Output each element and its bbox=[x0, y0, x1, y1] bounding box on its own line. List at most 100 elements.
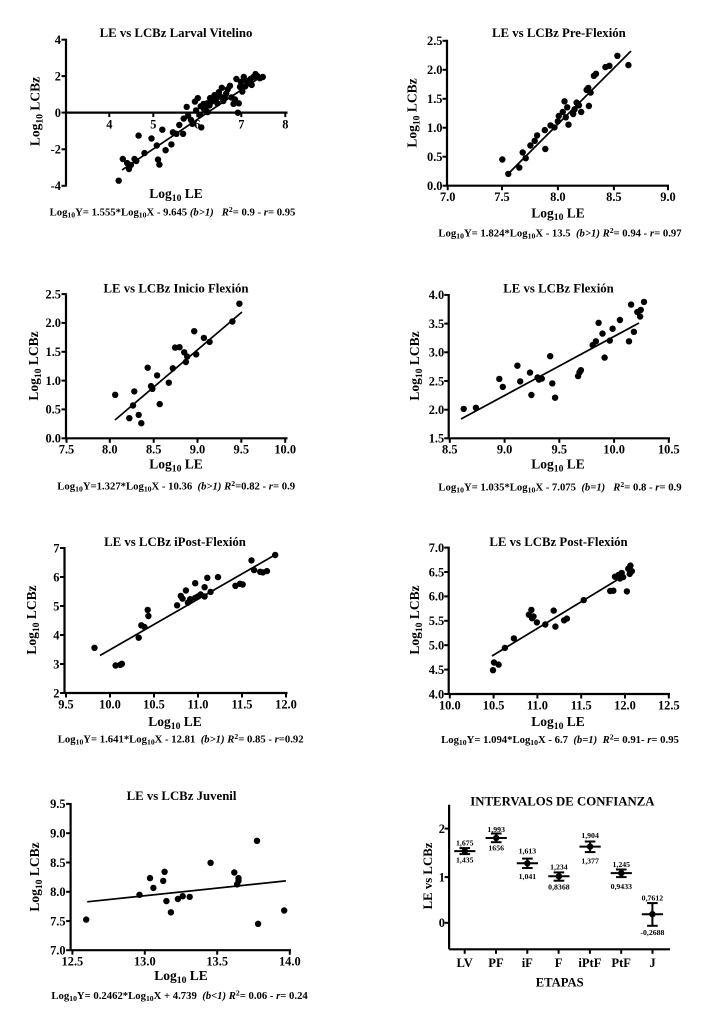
svg-text:Log10 LCBz: Log10 LCBz bbox=[28, 77, 46, 146]
svg-text:Log10 LE: Log10 LE bbox=[531, 457, 585, 475]
svg-text:Log10 LE: Log10 LE bbox=[154, 968, 208, 986]
svg-text:Log10Y= 0.2462*Log10X + 4.739: Log10Y= 0.2462*Log10X + 4.739 (b<1) R2= … bbox=[51, 989, 308, 1004]
svg-text:7.0: 7.0 bbox=[429, 541, 445, 555]
svg-text:4: 4 bbox=[53, 628, 59, 642]
svg-text:Log10 LCBz: Log10 LCBz bbox=[27, 842, 45, 911]
svg-text:-4: -4 bbox=[51, 179, 61, 193]
svg-text:4.5: 4.5 bbox=[429, 663, 445, 677]
svg-text:LV: LV bbox=[457, 956, 473, 970]
svg-text:Log10Y= 1.094*Log10X - 6.7 (b: Log10Y= 1.094*Log10X - 6.7 (b=1) R2= 0.9… bbox=[441, 733, 679, 748]
svg-text:2: 2 bbox=[439, 822, 445, 836]
svg-text:1,613: 1,613 bbox=[519, 846, 537, 855]
svg-text:Log10 LCBz: Log10 LCBz bbox=[405, 78, 423, 147]
svg-text:0: 0 bbox=[55, 106, 61, 120]
svg-text:4.0: 4.0 bbox=[429, 687, 445, 701]
svg-text:7: 7 bbox=[238, 118, 244, 132]
svg-text:5: 5 bbox=[53, 599, 59, 613]
svg-text:13.0: 13.0 bbox=[134, 955, 156, 969]
svg-text:J: J bbox=[649, 956, 655, 970]
svg-text:Log10Y= 1.824*Log10X - 13.5 (: Log10Y= 1.824*Log10X - 13.5 (b>1) R2= 0.… bbox=[438, 226, 682, 241]
svg-text:10.0: 10.0 bbox=[99, 697, 121, 711]
svg-text:0.5: 0.5 bbox=[427, 150, 443, 164]
svg-text:3: 3 bbox=[53, 657, 59, 671]
svg-text:1656: 1656 bbox=[488, 844, 504, 853]
svg-text:7: 7 bbox=[53, 541, 59, 555]
svg-text:-2: -2 bbox=[51, 143, 61, 157]
svg-text:LE vs LCBz Pre-Flexión: LE vs LCBz Pre-Flexión bbox=[492, 26, 626, 40]
svg-text:8.5: 8.5 bbox=[50, 856, 66, 870]
svg-text:1: 1 bbox=[439, 870, 445, 884]
svg-text:11.0: 11.0 bbox=[188, 697, 209, 711]
svg-text:Log10 LCBz: Log10 LCBz bbox=[24, 585, 42, 654]
svg-text:LE vs LCBz Larval Vitelino: LE vs LCBz Larval Vitelino bbox=[100, 26, 253, 40]
svg-text:11.0: 11.0 bbox=[527, 698, 548, 712]
svg-text:9.0: 9.0 bbox=[497, 443, 513, 457]
svg-text:PtF: PtF bbox=[611, 956, 631, 970]
svg-text:12.0: 12.0 bbox=[275, 697, 297, 711]
svg-text:10.0: 10.0 bbox=[603, 443, 625, 457]
svg-text:11.5: 11.5 bbox=[232, 697, 253, 711]
svg-text:7.5: 7.5 bbox=[59, 443, 75, 457]
svg-text:6: 6 bbox=[194, 118, 200, 132]
svg-text:5: 5 bbox=[150, 118, 156, 132]
svg-text:iPtF: iPtF bbox=[578, 956, 601, 970]
svg-text:Log10 LE: Log10 LE bbox=[531, 714, 585, 732]
svg-text:Log10 LE: Log10 LE bbox=[531, 205, 585, 223]
svg-text:1,435: 1,435 bbox=[456, 856, 474, 865]
svg-text:7.5: 7.5 bbox=[50, 914, 66, 928]
svg-text:Log10Y=1.327*Log10X - 10.36 (: Log10Y=1.327*Log10X - 10.36 (b>1) R2=0.8… bbox=[57, 479, 295, 494]
svg-text:F: F bbox=[555, 956, 563, 970]
svg-text:LE vs LCBz Juvenil: LE vs LCBz Juvenil bbox=[127, 789, 237, 803]
svg-text:3.5: 3.5 bbox=[429, 317, 445, 331]
svg-text:5.5: 5.5 bbox=[429, 614, 445, 628]
svg-text:Log10Y= 1.641*Log10X - 12.81: Log10Y= 1.641*Log10X - 12.81 (b>1) R2= 0… bbox=[58, 732, 304, 747]
svg-text:9.5: 9.5 bbox=[552, 443, 568, 457]
svg-text:Log10 LCBz: Log10 LCBz bbox=[407, 585, 425, 654]
svg-text:1.5: 1.5 bbox=[427, 92, 443, 106]
svg-text:8.5: 8.5 bbox=[146, 443, 162, 457]
svg-text:Log10 LE: Log10 LE bbox=[149, 457, 203, 475]
svg-text:3.0: 3.0 bbox=[429, 346, 445, 360]
svg-text:1,904: 1,904 bbox=[581, 831, 599, 840]
svg-text:11.5: 11.5 bbox=[571, 698, 592, 712]
svg-text:2.0: 2.0 bbox=[427, 63, 443, 77]
svg-text:9.0: 9.0 bbox=[50, 827, 66, 841]
svg-text:2.0: 2.0 bbox=[46, 316, 62, 330]
svg-text:1.0: 1.0 bbox=[427, 121, 443, 135]
svg-text:0,7612: 0,7612 bbox=[642, 894, 664, 903]
svg-text:12.5: 12.5 bbox=[658, 698, 680, 712]
svg-text:8.0: 8.0 bbox=[550, 190, 566, 204]
svg-text:1.0: 1.0 bbox=[46, 374, 62, 388]
svg-text:0.0: 0.0 bbox=[427, 179, 443, 193]
svg-text:8.0: 8.0 bbox=[50, 885, 66, 899]
svg-text:INTERVALOS DE CONFIANZA: INTERVALOS DE CONFIANZA bbox=[470, 794, 655, 808]
svg-text:9.0: 9.0 bbox=[660, 190, 676, 204]
svg-text:5.0: 5.0 bbox=[429, 639, 445, 653]
svg-text:7.0: 7.0 bbox=[440, 190, 456, 204]
svg-text:10.0: 10.0 bbox=[274, 443, 296, 457]
svg-text:6.0: 6.0 bbox=[429, 590, 445, 604]
svg-text:2: 2 bbox=[55, 69, 61, 83]
svg-text:LE vs LCBz Inicio Flexión: LE vs LCBz Inicio Flexión bbox=[103, 281, 248, 295]
svg-text:10.5: 10.5 bbox=[143, 697, 165, 711]
svg-text:2: 2 bbox=[53, 686, 59, 700]
svg-text:LE vs LCBz: LE vs LCBz bbox=[421, 842, 435, 909]
svg-text:6: 6 bbox=[53, 570, 59, 584]
svg-text:6.5: 6.5 bbox=[429, 565, 445, 579]
svg-text:-0,2688: -0,2688 bbox=[640, 928, 664, 937]
svg-text:2.5: 2.5 bbox=[46, 287, 62, 301]
svg-text:8.0: 8.0 bbox=[102, 443, 118, 457]
svg-text:9.0: 9.0 bbox=[190, 443, 206, 457]
svg-text:10.5: 10.5 bbox=[483, 698, 505, 712]
svg-text:12.0: 12.0 bbox=[614, 698, 636, 712]
svg-text:8.5: 8.5 bbox=[606, 190, 622, 204]
svg-text:Log10 LE: Log10 LE bbox=[148, 714, 202, 732]
svg-text:9.5: 9.5 bbox=[58, 697, 74, 711]
svg-text:Log10 LCBz: Log10 LCBz bbox=[407, 331, 425, 400]
svg-text:4.0: 4.0 bbox=[429, 288, 445, 302]
svg-text:10.0: 10.0 bbox=[439, 698, 461, 712]
svg-text:13.5: 13.5 bbox=[206, 955, 228, 969]
svg-text:0.0: 0.0 bbox=[46, 432, 62, 446]
svg-text:Log10 LE: Log10 LE bbox=[149, 186, 203, 204]
svg-text:0: 0 bbox=[439, 916, 445, 930]
